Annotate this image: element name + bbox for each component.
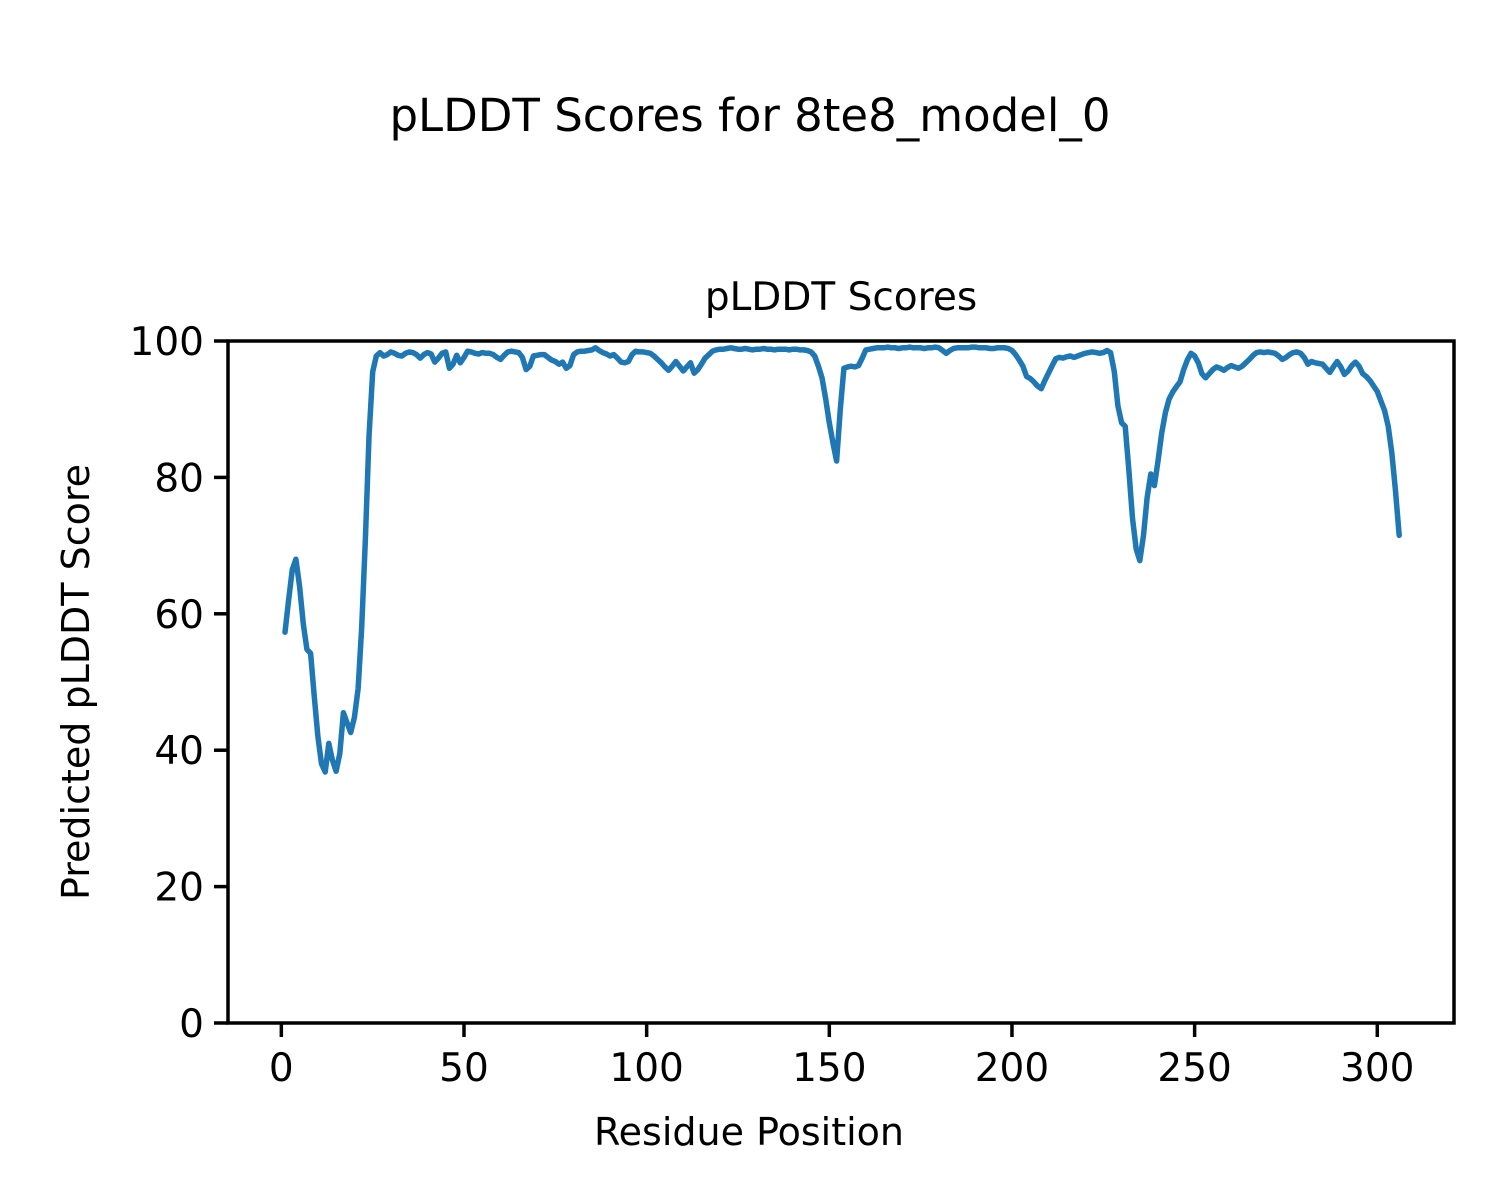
x-axis-label: Residue Position — [593, 1110, 905, 1154]
x-tick-label: 0 — [269, 1046, 294, 1091]
x-tick-label: 150 — [792, 1046, 866, 1091]
x-tick-label: 50 — [439, 1046, 489, 1091]
x-tick-label: 100 — [609, 1046, 683, 1091]
y-tick-label: 80 — [154, 456, 204, 501]
x-tick-label: 300 — [1340, 1046, 1414, 1091]
x-tick-label: 250 — [1157, 1046, 1231, 1091]
plot-border — [226, 339, 1456, 1025]
figure-suptitle: pLDDT Scores for 8te8_model_0 — [389, 89, 1111, 142]
y-tick-label: 40 — [154, 729, 204, 774]
plddt-line — [282, 344, 1402, 775]
y-tick-label: 60 — [154, 593, 204, 638]
y-tick-label: 0 — [179, 1002, 204, 1047]
y-tick-label: 100 — [130, 320, 204, 365]
axes-title: pLDDT Scores — [704, 275, 978, 320]
y-tick-label: 20 — [154, 866, 204, 911]
x-tick-label: 200 — [975, 1046, 1049, 1091]
